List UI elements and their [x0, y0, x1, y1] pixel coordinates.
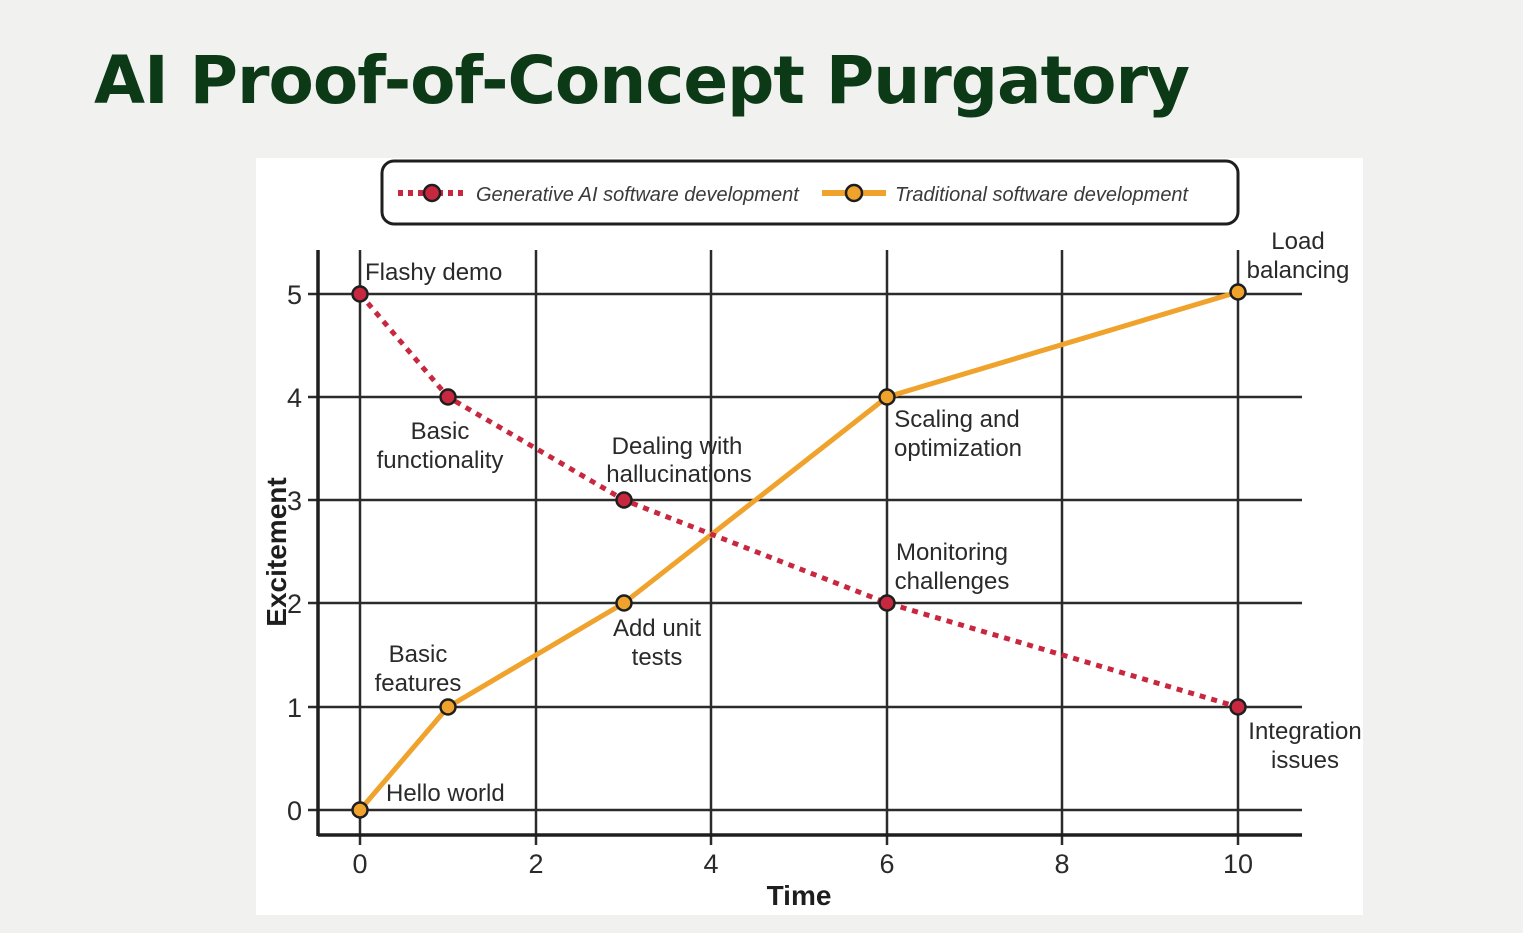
data-point: [615, 491, 633, 509]
y-tick-labels: 0 1 2 3 4 5: [287, 280, 302, 826]
x-tick: 0: [352, 849, 367, 879]
annotations-traditional: Hello world Basic features Add unit test…: [375, 228, 1350, 807]
traditional-marker-icon: [844, 183, 864, 203]
data-point: [615, 594, 633, 612]
annotation-integration-1: Integration: [1248, 718, 1361, 745]
annotation-integration-2: issues: [1271, 747, 1339, 774]
legend: Generative AI software development Tradi…: [380, 159, 1240, 226]
axes: [316, 250, 1302, 837]
data-point: [439, 698, 457, 716]
x-tick-labels: 0 2 4 6 8 10: [352, 849, 1253, 879]
slide-title: AI Proof-of-Concept Purgatory: [94, 42, 1190, 119]
data-point: [1229, 283, 1247, 301]
y-tick: 5: [287, 280, 302, 310]
genai-markers: [351, 285, 1247, 716]
annotation-basic-features-2: features: [375, 670, 462, 697]
legend-item-genai: Generative AI software development: [398, 183, 800, 206]
traditional-line: [358, 289, 1239, 812]
annotation-basic-features-1: Basic: [389, 641, 448, 668]
x-tick: 10: [1223, 849, 1253, 879]
grid: [308, 250, 1302, 845]
data-point: [439, 388, 457, 406]
data-point: [1229, 698, 1247, 716]
legend-box: [380, 159, 1240, 226]
x-tick: 4: [703, 849, 718, 879]
y-tick: 3: [287, 486, 302, 516]
annotation-dealing-1: Dealing with: [612, 433, 743, 460]
annotation-scaling-2: optimization: [894, 435, 1022, 462]
line-chart: Generative AI software development Tradi…: [261, 159, 1362, 911]
x-axis-title: Time: [767, 880, 832, 911]
annotation-unit-tests-2: tests: [632, 644, 683, 671]
data-point: [351, 801, 369, 819]
annotation-scaling-1: Scaling and: [894, 406, 1019, 433]
data-point: [878, 594, 896, 612]
annotation-monitoring-1: Monitoring: [896, 539, 1008, 566]
annotations-genai: Flashy demo Basic functionality Dealing …: [365, 259, 1362, 774]
data-point: [351, 285, 369, 303]
y-tick: 4: [287, 383, 302, 413]
chart-panel: Generative AI software development Tradi…: [256, 158, 1363, 915]
annotation-flashy-demo: Flashy demo: [365, 259, 502, 286]
series-traditional: [358, 289, 1239, 812]
y-tick: 0: [287, 796, 302, 826]
data-point: [878, 388, 896, 406]
legend-label-genai: Generative AI software development: [476, 184, 800, 206]
annotation-load-2: balancing: [1247, 257, 1350, 284]
annotation-unit-tests-1: Add unit: [613, 615, 701, 642]
annotation-load-1: Load: [1271, 228, 1324, 255]
annotation-hello-world: Hello world: [386, 780, 505, 807]
annotation-basic-functionality-2: functionality: [377, 447, 504, 474]
x-tick: 6: [879, 849, 894, 879]
annotation-basic-functionality-1: Basic: [411, 418, 470, 445]
legend-item-traditional: Traditional software development: [822, 183, 1190, 206]
annotation-monitoring-2: challenges: [895, 568, 1010, 595]
x-tick: 2: [528, 849, 543, 879]
y-tick: 2: [287, 589, 302, 619]
traditional-markers: [351, 283, 1247, 819]
y-tick: 1: [287, 693, 302, 723]
y-axis-title: Excitement: [261, 477, 292, 626]
x-tick: 8: [1054, 849, 1069, 879]
annotation-dealing-2: hallucinations: [606, 461, 751, 488]
genai-marker-icon: [422, 183, 442, 203]
legend-label-traditional: Traditional software development: [895, 184, 1190, 206]
